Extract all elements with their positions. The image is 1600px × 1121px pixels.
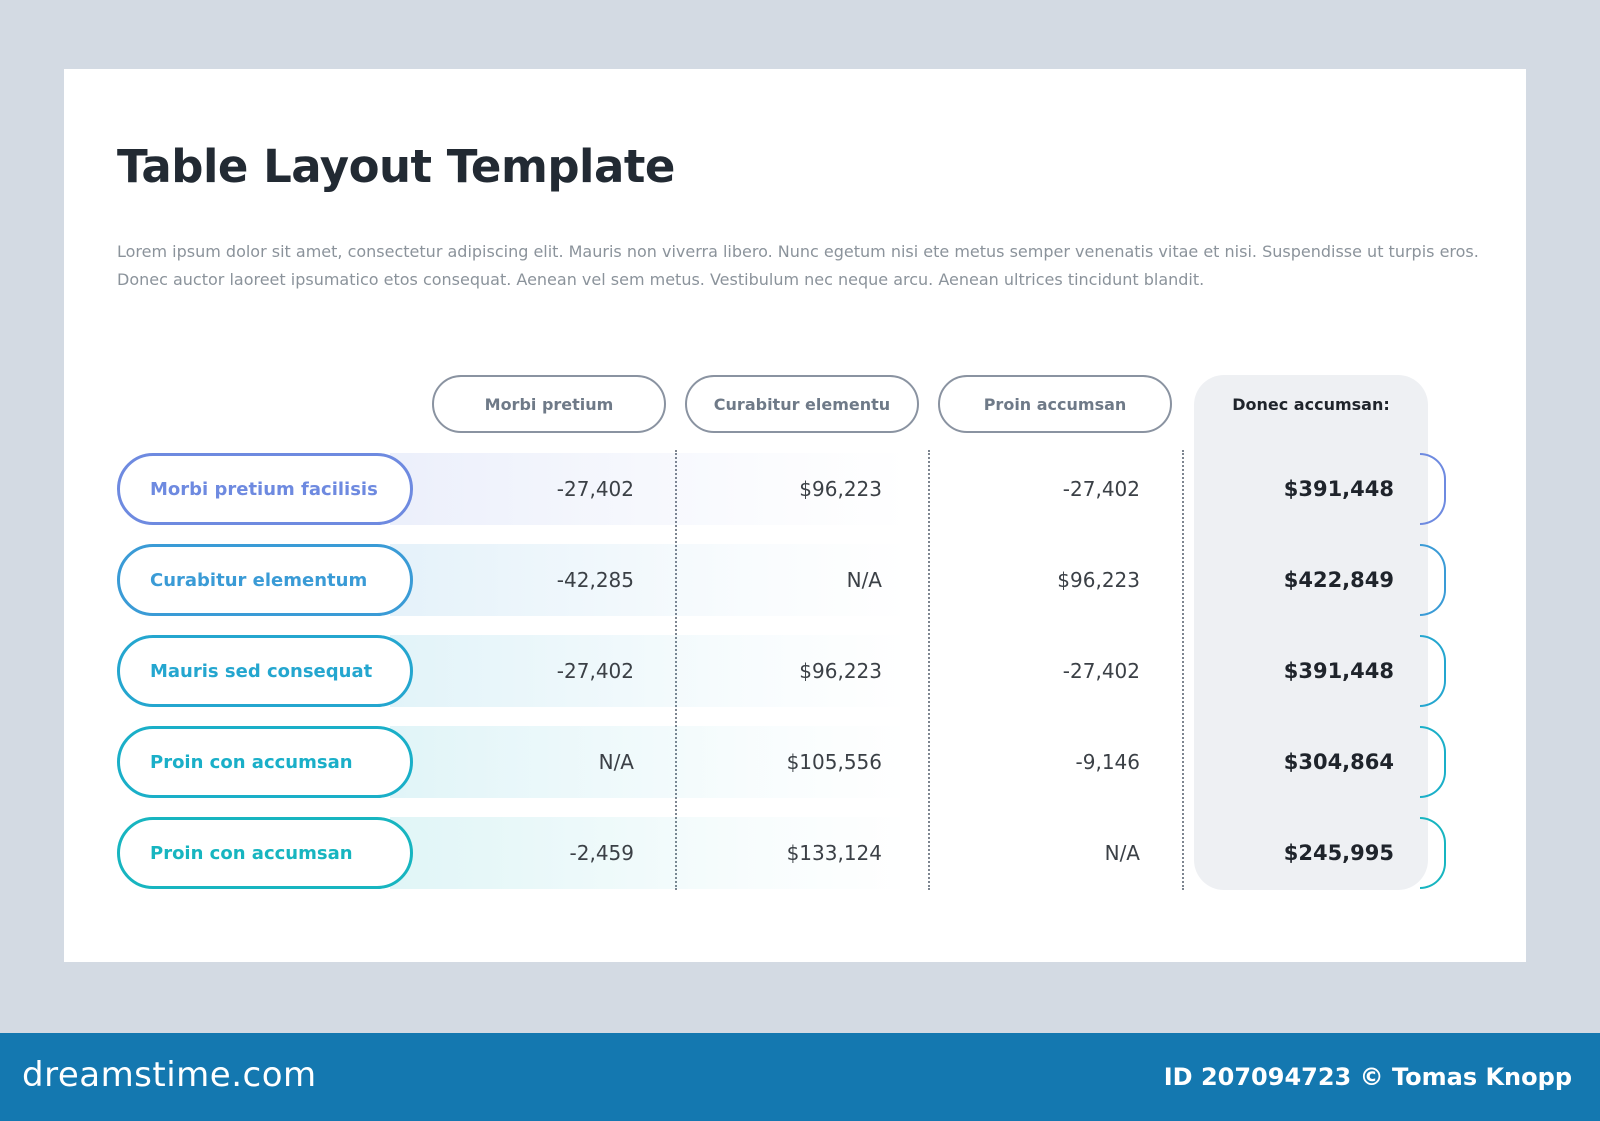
description: Lorem ipsum dolor sit amet, consectetur … — [117, 242, 1479, 289]
footer-logo[interactable]: dreamstime.com — [22, 1055, 317, 1095]
summary-cell: $391,448 — [1283, 477, 1394, 501]
table-cell: $105,556 — [786, 750, 882, 774]
summary-cell: $304,864 — [1283, 750, 1394, 774]
table-cell: $133,124 — [786, 841, 882, 865]
column-header-1: Morbi pretium — [432, 375, 666, 433]
column-divider — [675, 450, 677, 890]
table-cell: N/A — [846, 568, 882, 592]
summary-cell: $245,995 — [1283, 841, 1394, 865]
row-band — [390, 453, 910, 525]
table-cell: $96,223 — [1057, 568, 1140, 592]
column-divider — [1182, 450, 1184, 890]
table-cell: -27,402 — [556, 659, 634, 683]
table-cell: $96,223 — [799, 659, 882, 683]
column-header-summary: Donec accumsan: — [1232, 394, 1390, 414]
column-header-3: Proin accumsan — [938, 375, 1172, 433]
column-header-2: Curabitur elementu — [685, 375, 919, 433]
table-cell: N/A — [598, 750, 634, 774]
table-cell: -42,285 — [556, 568, 634, 592]
footer-image-id: ID 207094723 © Tomas Knopp — [1163, 1063, 1572, 1091]
row-band — [390, 635, 910, 707]
table-cell: -9,146 — [1075, 750, 1140, 774]
summary-cell: $391,448 — [1283, 659, 1394, 683]
row-band — [390, 544, 910, 616]
table-cell: $96,223 — [799, 477, 882, 501]
table-cell: -27,402 — [1062, 659, 1140, 683]
row-label: Curabitur elementum — [117, 544, 413, 616]
row-label: Mauris sed consequat — [117, 635, 413, 707]
table-cell: -27,402 — [556, 477, 634, 501]
row-label: Proin con accumsan — [117, 817, 413, 889]
column-divider — [928, 450, 930, 890]
row-label: Morbi pretium facilisis — [117, 453, 413, 525]
table-cell: -2,459 — [569, 841, 634, 865]
row-band — [390, 726, 910, 798]
page-title: Table Layout Template — [117, 140, 675, 193]
table-cell: -27,402 — [1062, 477, 1140, 501]
table-cell: N/A — [1104, 841, 1140, 865]
summary-column — [1194, 375, 1428, 890]
row-band — [390, 817, 910, 889]
summary-cell: $422,849 — [1283, 568, 1394, 592]
row-label: Proin con accumsan — [117, 726, 413, 798]
footer-bar: dreamstime.com ID 207094723 © Tomas Knop… — [0, 1033, 1600, 1121]
